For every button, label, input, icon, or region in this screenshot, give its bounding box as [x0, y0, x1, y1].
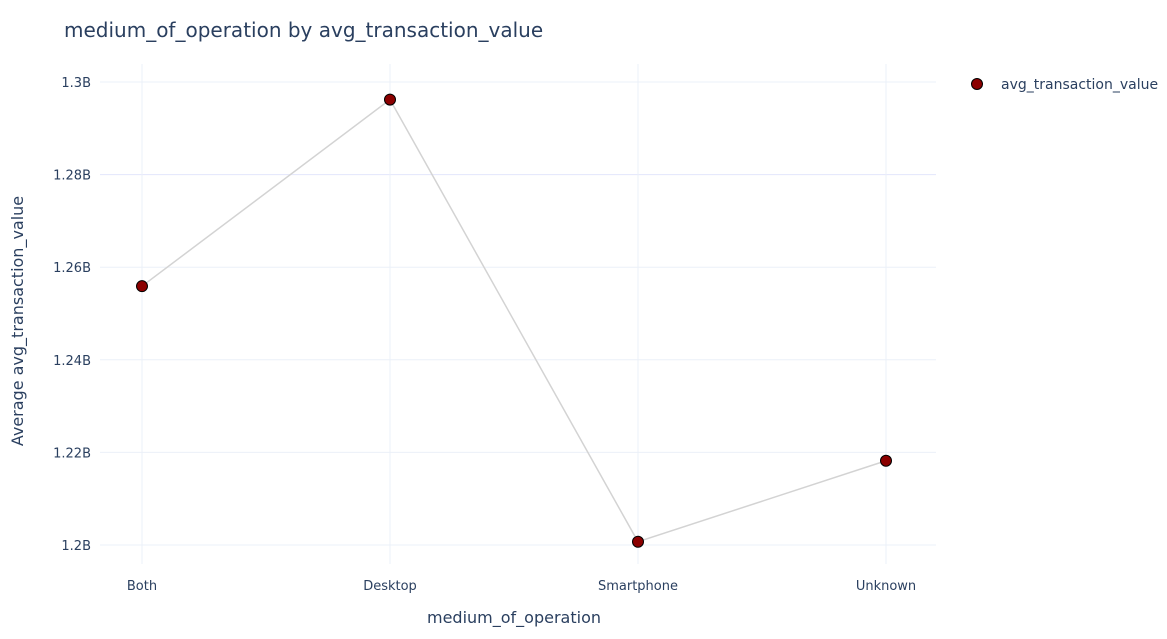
- y-tick-label: 1.24B: [53, 354, 91, 369]
- x-tick-label: Both: [127, 579, 157, 594]
- legend-label: avg_transaction_value: [1001, 77, 1158, 93]
- y-tick-label: 1.22B: [53, 446, 91, 461]
- chart-title: medium_of_operation by avg_transaction_v…: [64, 18, 543, 42]
- y-tick-label: 1.3B: [61, 76, 91, 91]
- x-tick-label: Smartphone: [598, 579, 678, 594]
- x-tick-label: Desktop: [363, 579, 417, 594]
- y-tick-label: 1.28B: [53, 169, 91, 184]
- y-tick-label: 1.2B: [61, 539, 91, 554]
- data-point: [136, 280, 148, 293]
- x-tick-label: Unknown: [856, 579, 916, 594]
- data-point: [880, 454, 892, 467]
- y-axis-title: Average avg_transaction_value: [8, 196, 28, 446]
- grid: [100, 64, 936, 564]
- y-tick-label: 1.26B: [53, 261, 91, 276]
- series-line: [141, 98, 887, 543]
- series-avg-transaction-value: [136, 93, 892, 548]
- data-point: [384, 93, 396, 106]
- data-point: [632, 535, 644, 548]
- legend-marker: [971, 78, 983, 90]
- x-axis-title: medium_of_operation: [427, 608, 601, 628]
- legend[interactable]: avg_transaction_value: [971, 77, 1159, 93]
- x-axis-ticks: Both Desktop Smartphone Unknown: [127, 579, 916, 594]
- y-axis-ticks: 1.2B 1.22B 1.24B 1.26B 1.28B 1.3B: [53, 76, 91, 554]
